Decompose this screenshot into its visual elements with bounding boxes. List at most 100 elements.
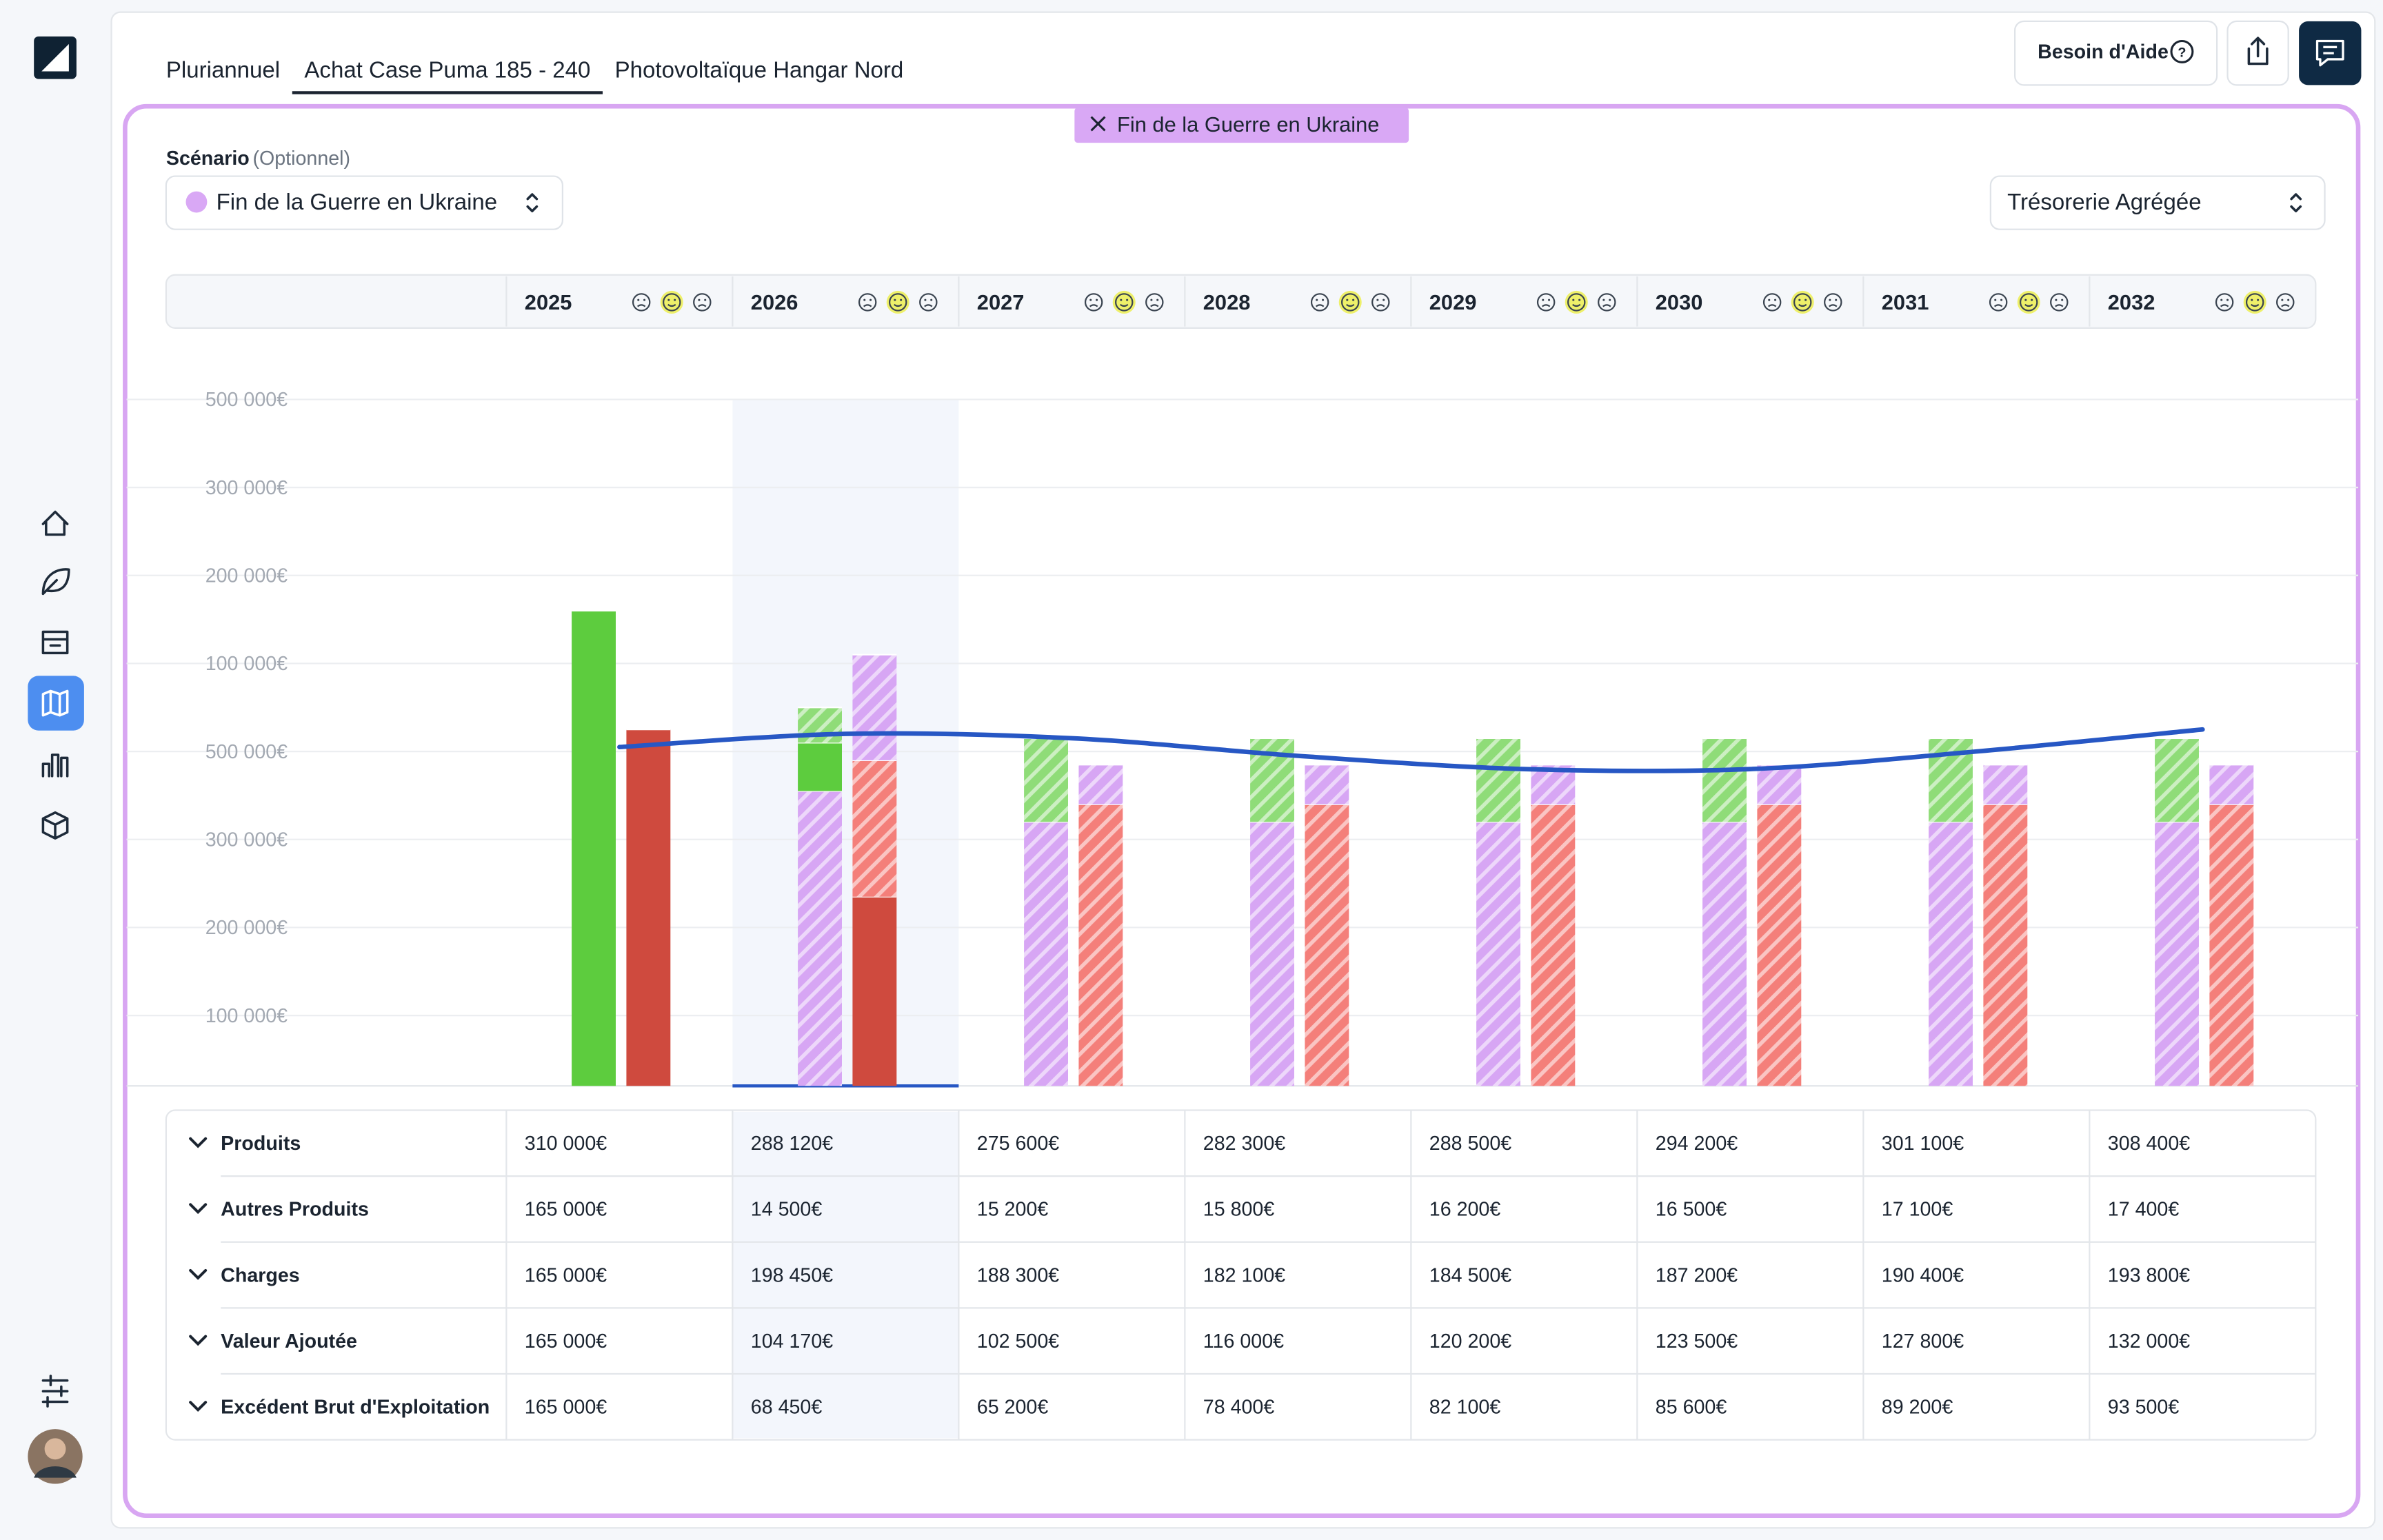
mood-icon[interactable] [632, 293, 651, 312]
mood-icon[interactable] [2245, 293, 2264, 312]
mood-icon[interactable] [1793, 293, 1812, 312]
avatar-face [44, 1438, 66, 1460]
mood-icon[interactable] [919, 293, 938, 312]
table-cell: 14 500€ [751, 1199, 823, 1221]
mood-icon[interactable] [858, 293, 877, 312]
table-body: Produits 310 000€ 288 120€ 275 600€ 282 300€… [189, 1110, 2316, 1440]
mood-eye [2055, 298, 2058, 301]
year-label: 2031 [1882, 290, 1929, 314]
bar-segment [1078, 764, 1123, 804]
y-tick-label: 500 000€ [205, 389, 288, 411]
map-active[interactable] [28, 676, 84, 731]
year-label: 2028 [1203, 290, 1251, 314]
tab[interactable]: Achat Case Puma 185 - 240 [304, 57, 590, 83]
sidebar [28, 36, 84, 1484]
mood-eye [2061, 298, 2064, 301]
bar-segment [626, 729, 671, 1086]
row-toggle[interactable] [189, 1335, 208, 1346]
mood-eye [2226, 298, 2229, 301]
box-icon[interactable] [41, 630, 69, 655]
tab[interactable]: Photovoltaïque Hangar Nord [615, 57, 904, 83]
mood-icon[interactable] [1115, 293, 1134, 312]
table-cell: 288 500€ [1429, 1133, 1511, 1155]
mood-icon[interactable] [1762, 293, 1782, 312]
table-cell: 116 000€ [1203, 1330, 1284, 1352]
bar-segment [2155, 738, 2199, 822]
mood-icon[interactable] [1145, 293, 1164, 312]
mood-icon[interactable] [1824, 293, 1842, 312]
mood-mouth [636, 304, 646, 307]
table-cell: 17 100€ [1882, 1199, 1953, 1221]
mood-eye [2257, 298, 2260, 301]
row-toggle[interactable] [189, 1401, 208, 1412]
mood-icon[interactable] [2215, 293, 2234, 312]
mood-icon[interactable] [693, 293, 712, 312]
mood-eye [1089, 298, 1092, 301]
mood-icon[interactable] [1989, 293, 2008, 312]
mood-mouth [2220, 304, 2229, 307]
scenario-select[interactable] [165, 175, 563, 230]
table-cell: 132 000€ [2108, 1330, 2190, 1352]
table-cell: 165 000€ [525, 1199, 607, 1221]
share-icon [2247, 37, 2269, 65]
mood-eye [698, 298, 701, 301]
row-label: Produits [221, 1133, 301, 1155]
mood-icon[interactable] [1536, 293, 1556, 312]
mood-eye [2220, 298, 2223, 301]
bar-segment [1983, 804, 2028, 1086]
table-cell: 193 800€ [2108, 1264, 2190, 1286]
mood-icon[interactable] [1567, 293, 1586, 312]
row-toggle[interactable] [189, 1268, 208, 1280]
mood-icon[interactable] [1598, 293, 1616, 312]
badge-close[interactable] [1090, 116, 1106, 132]
mood-eye [1774, 298, 1777, 301]
y-tick-label: 100 000€ [205, 1005, 288, 1027]
scenario-badge[interactable] [1074, 108, 1409, 143]
mood-eye [1542, 298, 1545, 301]
mood-icon[interactable] [2276, 293, 2295, 312]
row-toggle[interactable] [189, 1203, 208, 1215]
bar-segment [798, 791, 842, 1086]
bar-segment [1078, 804, 1123, 1086]
year-label: 2027 [977, 290, 1025, 314]
bar-segment [852, 654, 897, 760]
help-button[interactable] [2014, 20, 2218, 86]
cube-icon[interactable] [41, 811, 69, 840]
table-cell: 198 450€ [751, 1264, 833, 1286]
scenario-frame [123, 103, 2361, 1519]
mood-eye [2287, 298, 2290, 301]
home-icon[interactable] [41, 510, 69, 536]
mood-mouth [1089, 304, 1098, 307]
view-select[interactable] [1989, 175, 2326, 230]
select-caret [526, 193, 539, 213]
leaf-icon[interactable] [41, 568, 70, 596]
mood-icon[interactable] [1371, 293, 1390, 312]
mood-eye [863, 298, 866, 301]
mood-icon[interactable] [1341, 293, 1360, 312]
table-cell: 102 500€ [977, 1330, 1059, 1352]
mood-icon[interactable] [1310, 293, 1329, 312]
chat-icon [2315, 39, 2344, 67]
mood-icon[interactable] [663, 293, 681, 312]
table-cell: 16 500€ [1656, 1199, 1727, 1221]
mood-mouth [1767, 304, 1777, 307]
mood-icon[interactable] [2019, 293, 2038, 312]
mood-icon[interactable] [889, 293, 907, 312]
mood-mouth [1993, 304, 2003, 307]
mood-icon[interactable] [2050, 293, 2069, 312]
tab[interactable]: Pluriannuel [166, 57, 280, 83]
mood-mouth [1150, 304, 1159, 307]
mood-mouth [2055, 304, 2064, 307]
table-cell: 123 500€ [1656, 1330, 1738, 1352]
mood-icon[interactable] [1084, 293, 1103, 312]
row-toggle[interactable] [189, 1137, 208, 1148]
mood-mouth [924, 304, 933, 307]
mood-eye [637, 298, 640, 301]
mood-eye [1352, 298, 1355, 301]
table-cell: 16 200€ [1429, 1199, 1501, 1221]
table-cell: 182 100€ [1203, 1264, 1285, 1286]
chart-icon[interactable] [41, 753, 69, 778]
table-cell: 301 100€ [1882, 1133, 1964, 1155]
mood-mouth [1829, 304, 1838, 307]
settings-icon[interactable] [41, 1375, 69, 1408]
